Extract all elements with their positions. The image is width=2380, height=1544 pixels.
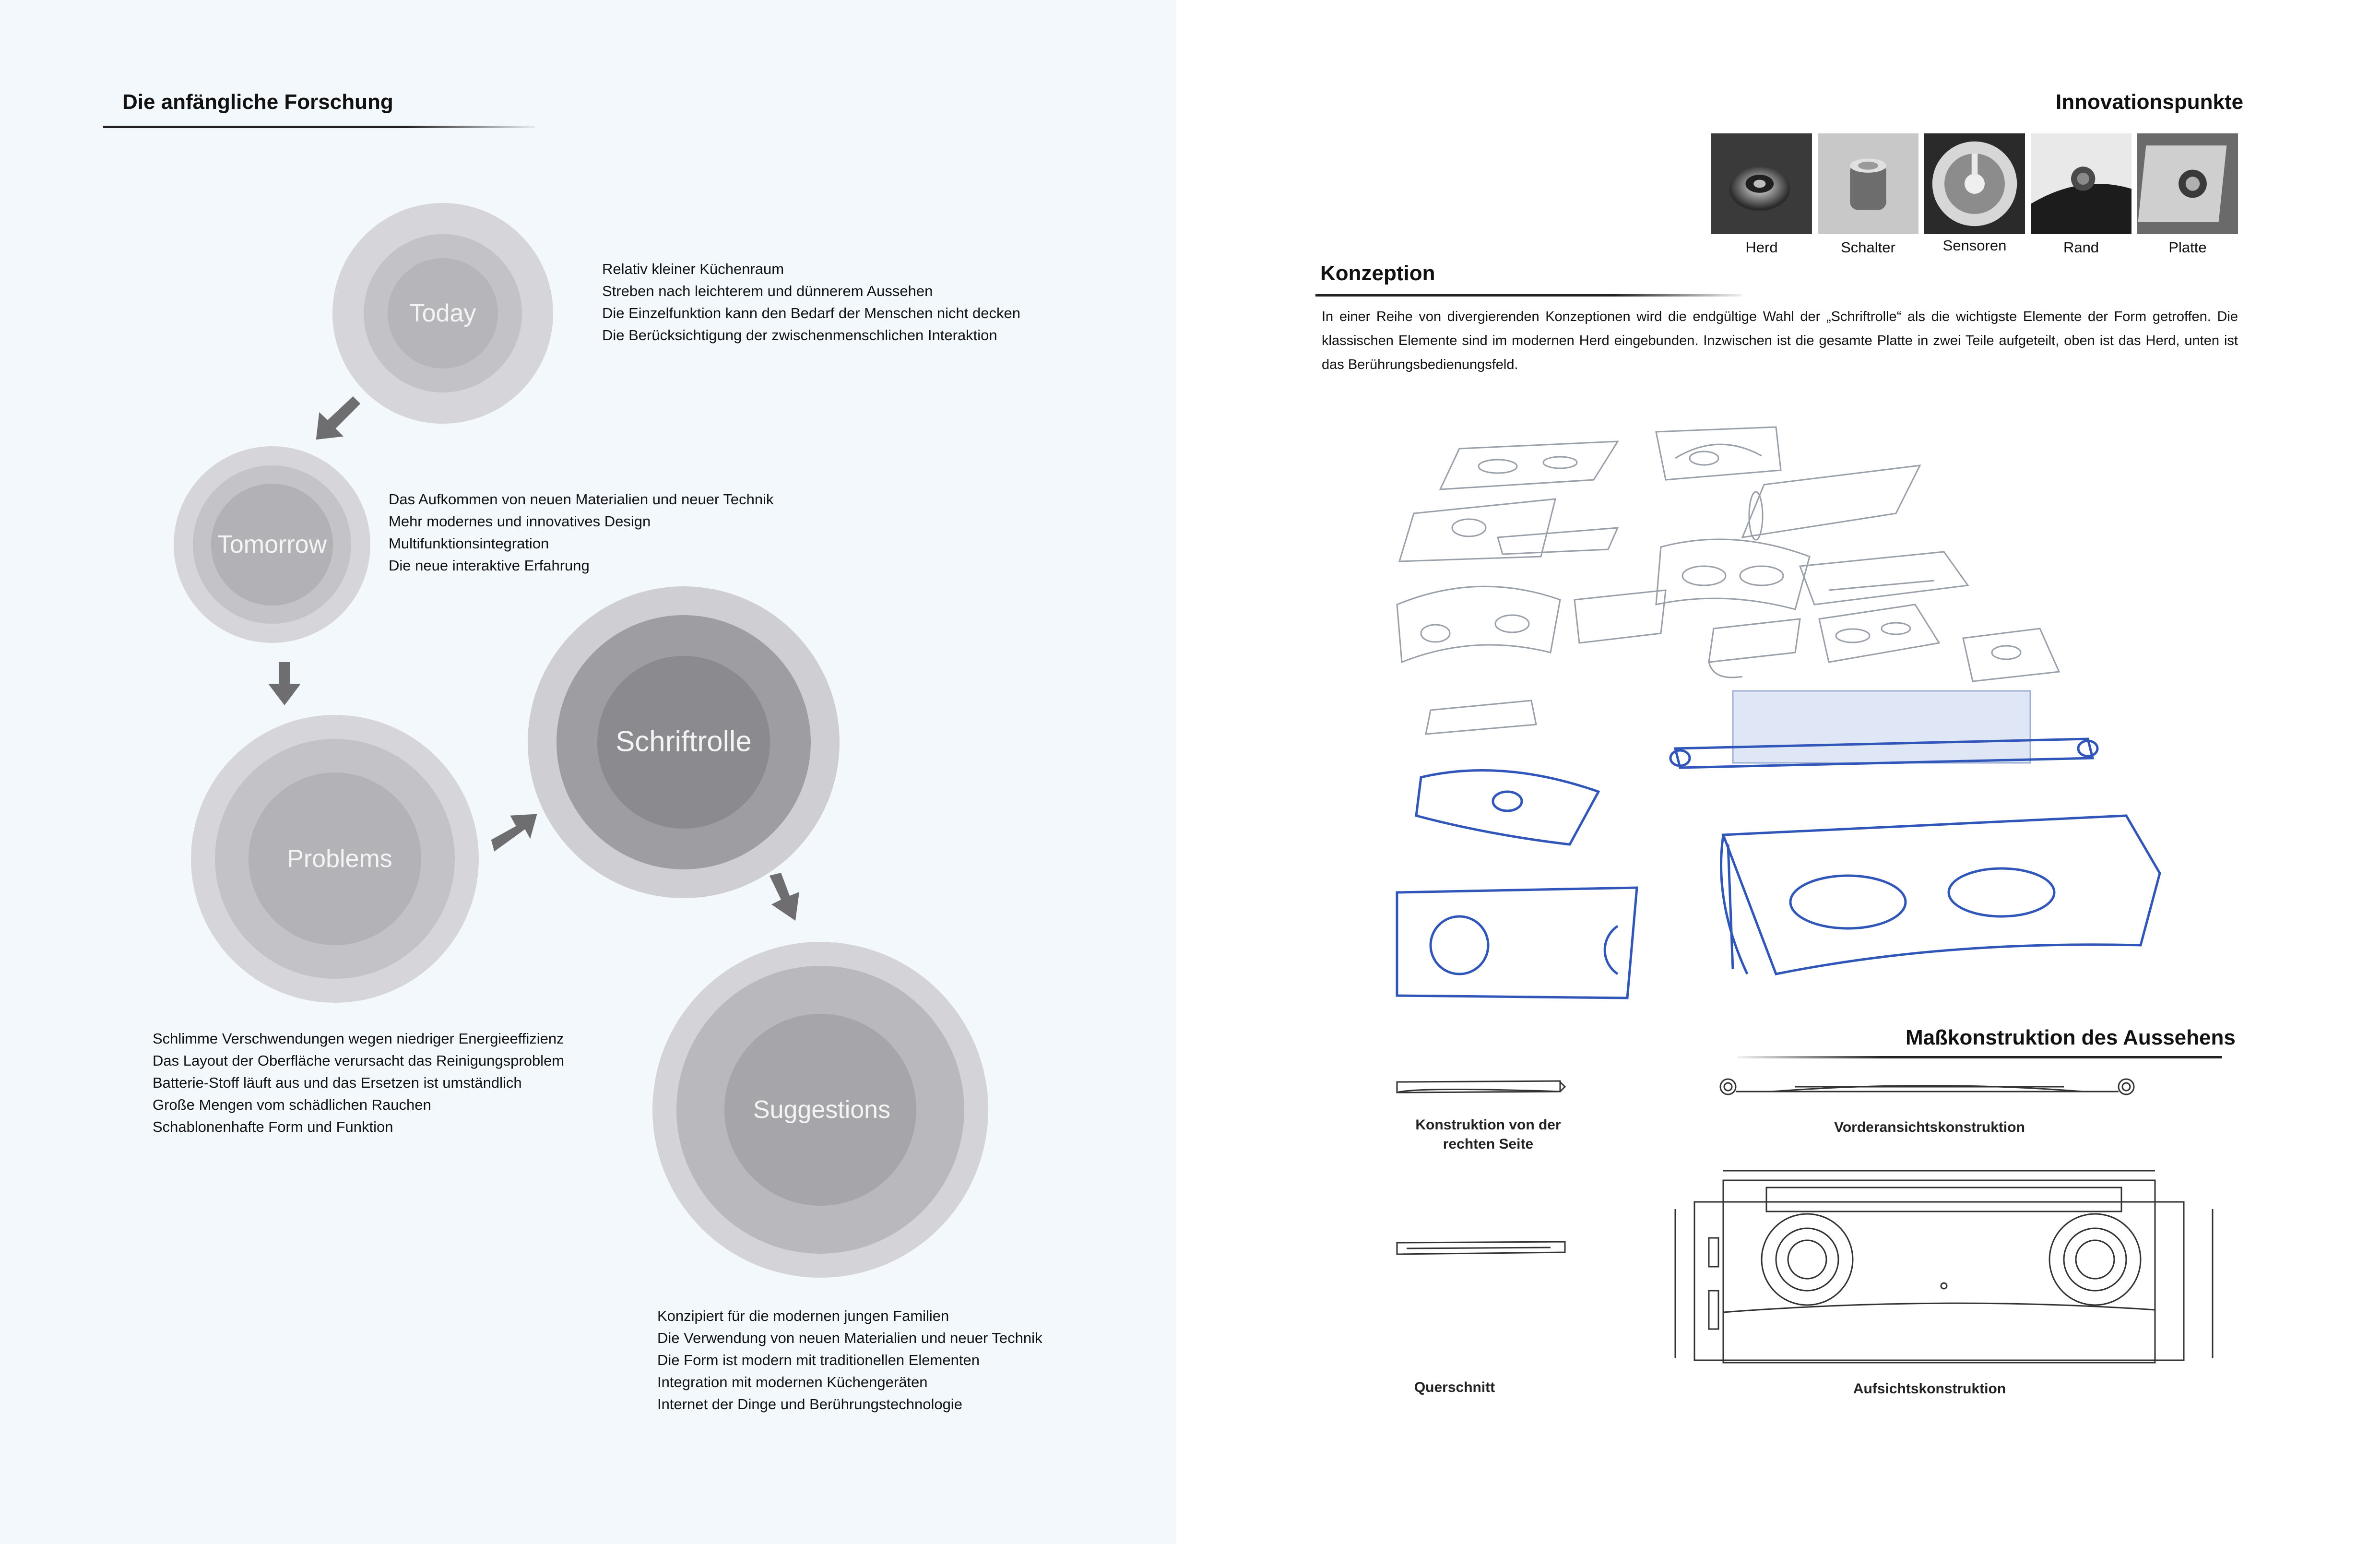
problems-line-4: Große Mengen vom schädlichen Rauchen xyxy=(153,1096,431,1113)
today-line-1: Relativ kleiner Küchenraum xyxy=(602,261,784,277)
innovation-label-platte: Platte xyxy=(2168,239,2207,256)
suggestions-line-1: Konzipiert für die modernen jungen Famil… xyxy=(657,1307,949,1324)
suggestions-circle-inner xyxy=(724,1014,916,1206)
research-heading: Die anfängliche Forschung xyxy=(122,90,393,114)
mass-heading: Maßkonstruktion des Aussehens xyxy=(1906,1026,2236,1049)
arrow-down-icon xyxy=(268,662,301,705)
konzeption-heading: Konzeption xyxy=(1320,261,1435,285)
concept-sketches-illustration xyxy=(1396,426,2161,999)
suggestions-line-2: Die Verwendung von neuen Materialien und… xyxy=(657,1330,1042,1346)
tomorrow-line-1: Das Aufkommen von neuen Materialien und … xyxy=(389,491,774,508)
tomorrow-line-2: Mehr modernes und innovatives Design xyxy=(389,513,651,530)
arrow-up-right-icon xyxy=(491,814,537,852)
today-label: Today xyxy=(409,299,476,327)
front-view-label: Vorderansichtskonstruktion xyxy=(1834,1119,2025,1135)
tomorrow-line-3: Multifunktionsintegration xyxy=(389,535,549,552)
problems-line-5: Schablonenhafte Form und Funktion xyxy=(153,1118,393,1135)
konzeption-text: In einer Reihe von divergierenden Konzep… xyxy=(1322,309,2238,372)
innovation-label-schalter: Schalter xyxy=(1841,239,1895,256)
schriftrolle-circle-inner xyxy=(597,656,770,829)
front-view-drawing xyxy=(1719,1078,2135,1095)
today-line-4: Die Berücksichtigung der zwischenmenschl… xyxy=(602,327,997,344)
arrow-down-right-icon xyxy=(770,873,799,921)
innovation-label-rand: Rand xyxy=(2063,239,2099,256)
konzeption-heading-rule xyxy=(1315,294,1742,297)
herd-photo xyxy=(1711,133,1812,234)
innovation-label-herd: Herd xyxy=(1745,239,1778,256)
side-view-drawing xyxy=(1396,1080,1566,1093)
problems-line-2: Das Layout der Oberfläche verursacht das… xyxy=(153,1052,565,1069)
platte-photo xyxy=(2137,133,2238,234)
mass-heading-rule xyxy=(1738,1056,2222,1058)
left-page: Die anfängliche Forschung Today Tomorrow… xyxy=(0,0,1176,1544)
suggestions-label: Suggestions xyxy=(753,1096,891,1124)
problems-line-1: Schlimme Verschwendungen wegen niedriger… xyxy=(153,1030,564,1047)
problems-circle-inner xyxy=(249,772,421,945)
suggestions-line-5: Internet der Dinge und Berührungstechnol… xyxy=(657,1396,962,1413)
top-view-label: Aufsichtskonstruktion xyxy=(1853,1381,2006,1397)
cross-section-label: Querschnitt xyxy=(1414,1379,1495,1395)
today-line-2: Streben nach leichterem und dünnerem Aus… xyxy=(602,283,933,299)
top-view-drawing xyxy=(1674,1170,2214,1364)
rand-photo xyxy=(2031,133,2131,234)
schriftrolle-label: Schriftrolle xyxy=(616,725,752,758)
tomorrow-line-4: Die neue interaktive Erfahrung xyxy=(389,557,590,574)
suggestions-line-4: Integration mit modernen Küchengeräten xyxy=(657,1374,928,1390)
tomorrow-circle-inner xyxy=(211,484,333,606)
schalter-photo xyxy=(1818,133,1918,234)
suggestions-description: Konzipiert für die modernen jungen Famil… xyxy=(657,1305,1042,1415)
today-line-3: Die Einzelfunktion kann den Bedarf der M… xyxy=(602,305,1020,321)
tomorrow-label: Tomorrow xyxy=(217,531,327,558)
today-description: Relativ kleiner Küchenraum Streben nach … xyxy=(602,258,1020,346)
side-view-label: Konstruktion von der rechten Seite xyxy=(1415,1117,1561,1152)
today-circle-inner xyxy=(388,258,498,368)
problems-description: Schlimme Verschwendungen wegen niedriger… xyxy=(153,1028,564,1138)
right-page: Innovationspunkte Herd Schalter Sensoren… xyxy=(1176,0,2380,1544)
sensoren-photo xyxy=(1924,133,2025,234)
innovation-heading: Innovationspunkte xyxy=(2056,90,2244,114)
tomorrow-description: Das Aufkommen von neuen Materialien und … xyxy=(389,488,773,577)
innovation-label-sensoren: Sensoren xyxy=(1942,237,2007,254)
suggestions-line-3: Die Form ist modern mit traditionellen E… xyxy=(657,1352,980,1368)
problems-label: Problems xyxy=(287,845,392,873)
research-heading-rule xyxy=(103,126,535,128)
arrow-down-left-icon xyxy=(316,396,361,440)
cross-section-drawing xyxy=(1396,1241,1566,1255)
problems-line-3: Batterie-Stoff läuft aus und das Ersetze… xyxy=(153,1074,522,1091)
